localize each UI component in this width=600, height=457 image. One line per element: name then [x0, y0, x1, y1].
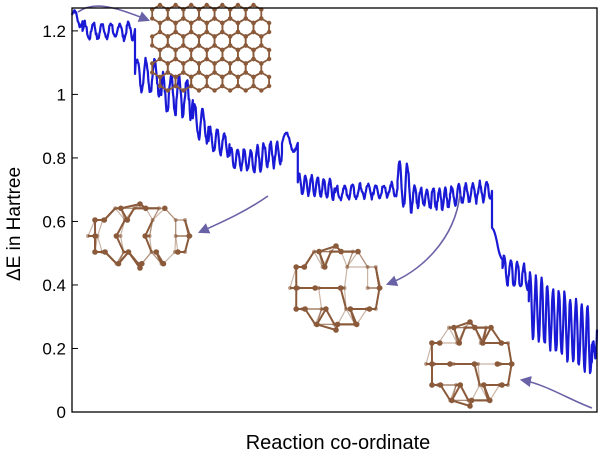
y-tick-label: 1	[57, 85, 66, 104]
y-tick-label: 0.8	[42, 149, 66, 168]
arrow-to-c60	[519, 376, 593, 409]
y-axis-label: ΔE in Hartree	[4, 167, 25, 281]
y-tick-label: 1.2	[42, 22, 66, 41]
fullerene-c60-structure	[424, 319, 515, 409]
y-tick-label: 0.6	[42, 212, 66, 231]
y-tick-label: 0	[57, 403, 66, 422]
inset-structures	[86, 2, 515, 409]
y-tick-labels: 0 0.2 0.4 0.6 0.8 1 1.2	[42, 22, 66, 422]
open-fullerene-structure	[288, 243, 383, 333]
arrow-to-partial-cage	[197, 195, 269, 234]
arrow-to-open-cage	[385, 193, 461, 287]
graphene-flake-structure	[150, 2, 272, 93]
x-axis-label: Reaction co-ordinate	[246, 432, 431, 454]
partial-cage-structure	[86, 201, 193, 271]
annotation-arrows	[77, 5, 593, 409]
y-tick-label: 0.2	[42, 339, 66, 358]
arrow-to-graphene	[77, 5, 151, 22]
y-tick-label: 0.4	[42, 276, 66, 295]
plot-frame	[71, 7, 598, 413]
energy-series-line	[70, 9, 599, 375]
